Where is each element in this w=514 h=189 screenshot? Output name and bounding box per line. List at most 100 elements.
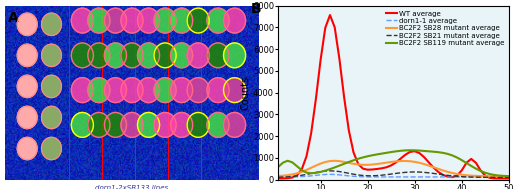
dorn1-1 average <box>388 176 394 178</box>
WT average <box>468 158 474 160</box>
BC2F2 SB119 mutant average <box>445 153 451 155</box>
BC2F2 SB28 mutant average <box>487 175 493 177</box>
WT average <box>341 96 347 98</box>
WT average <box>430 167 436 169</box>
WT average <box>355 163 361 165</box>
WT average <box>412 150 418 152</box>
dorn1-1 average <box>426 176 432 178</box>
Circle shape <box>17 75 37 98</box>
Legend: WT average, dorn1-1 average, BC2F2 SB28 mutant average, BC2F2 SB21 mutant averag: WT average, dorn1-1 average, BC2F2 SB28 … <box>385 9 505 47</box>
Circle shape <box>138 78 159 103</box>
BC2F2 SB119 mutant average <box>285 160 291 162</box>
BC2F2 SB21 mutant average <box>407 171 413 173</box>
dorn1-1 average <box>289 176 296 178</box>
BC2F2 SB119 mutant average <box>379 153 385 155</box>
BC2F2 SB28 mutant average <box>351 163 357 165</box>
WT average <box>492 177 498 180</box>
dorn1-1 average <box>478 176 484 178</box>
BC2F2 SB21 mutant average <box>360 174 366 177</box>
dorn1-1 average <box>294 176 300 178</box>
Circle shape <box>17 106 37 129</box>
dorn1-1 average <box>458 176 465 178</box>
dorn1-1 average <box>492 176 498 178</box>
dorn1-1 average <box>497 176 503 178</box>
BC2F2 SB28 mutant average <box>285 174 291 176</box>
WT average <box>318 59 324 61</box>
Circle shape <box>104 8 126 33</box>
dorn1-1 average <box>445 176 451 178</box>
WT average <box>308 132 314 134</box>
dorn1-1 average <box>336 174 342 176</box>
Circle shape <box>121 8 143 33</box>
WT average <box>369 168 375 171</box>
dorn1-1 average <box>454 176 460 178</box>
BC2F2 SB21 mutant average <box>313 171 319 174</box>
BC2F2 SB21 mutant average <box>440 174 446 176</box>
WT average <box>280 177 286 180</box>
BC2F2 SB28 mutant average <box>299 171 305 173</box>
Circle shape <box>121 78 143 103</box>
Circle shape <box>88 43 110 68</box>
dorn1-1 average <box>435 176 442 178</box>
WT average <box>322 27 328 29</box>
BC2F2 SB28 mutant average <box>280 175 286 177</box>
dorn1-1 average <box>383 176 390 178</box>
WT average <box>289 176 296 179</box>
BC2F2 SB119 mutant average <box>322 170 328 172</box>
BC2F2 SB119 mutant average <box>497 174 503 177</box>
Circle shape <box>207 78 229 103</box>
BC2F2 SB28 mutant average <box>294 172 300 174</box>
WT average <box>313 98 319 100</box>
BC2F2 SB119 mutant average <box>402 149 409 152</box>
BC2F2 SB21 mutant average <box>454 175 460 177</box>
Circle shape <box>171 43 193 68</box>
dorn1-1 average <box>364 176 371 178</box>
dorn1-1 average <box>332 173 338 176</box>
BC2F2 SB28 mutant average <box>322 161 328 163</box>
Circle shape <box>42 106 61 129</box>
WT average <box>506 177 512 180</box>
dorn1-1 average <box>487 176 493 178</box>
BC2F2 SB119 mutant average <box>383 152 390 154</box>
BC2F2 SB28 mutant average <box>412 161 418 163</box>
Circle shape <box>224 43 246 68</box>
BC2F2 SB119 mutant average <box>294 165 300 167</box>
dorn1-1 average <box>346 175 352 177</box>
Line: BC2F2 SB119 mutant average: BC2F2 SB119 mutant average <box>278 150 509 176</box>
Circle shape <box>42 75 61 98</box>
BC2F2 SB119 mutant average <box>308 172 314 174</box>
dorn1-1 average <box>351 175 357 177</box>
Line: BC2F2 SB28 mutant average: BC2F2 SB28 mutant average <box>278 161 509 176</box>
dorn1-1 average <box>318 174 324 176</box>
Circle shape <box>71 43 94 68</box>
dorn1-1 average <box>506 176 512 178</box>
BC2F2 SB119 mutant average <box>487 173 493 175</box>
BC2F2 SB119 mutant average <box>440 152 446 154</box>
WT average <box>346 129 352 132</box>
BC2F2 SB28 mutant average <box>360 164 366 166</box>
BC2F2 SB119 mutant average <box>351 159 357 161</box>
WT average <box>285 177 291 179</box>
Circle shape <box>42 137 61 160</box>
WT average <box>294 174 300 176</box>
WT average <box>458 169 465 171</box>
BC2F2 SB28 mutant average <box>336 160 342 162</box>
Circle shape <box>224 112 246 137</box>
BC2F2 SB21 mutant average <box>506 176 512 178</box>
Circle shape <box>17 44 37 67</box>
WT average <box>351 151 357 153</box>
WT average <box>303 155 309 157</box>
Circle shape <box>138 8 159 33</box>
dorn1-1 average <box>464 176 470 178</box>
WT average <box>478 169 484 172</box>
Text: A: A <box>8 11 19 25</box>
BC2F2 SB28 mutant average <box>303 169 309 171</box>
BC2F2 SB119 mutant average <box>332 166 338 169</box>
dorn1-1 average <box>322 173 328 176</box>
Circle shape <box>71 112 94 137</box>
Circle shape <box>171 112 193 137</box>
BC2F2 SB28 mutant average <box>393 160 399 163</box>
Circle shape <box>88 112 110 137</box>
WT average <box>449 176 455 178</box>
WT average <box>397 157 403 160</box>
